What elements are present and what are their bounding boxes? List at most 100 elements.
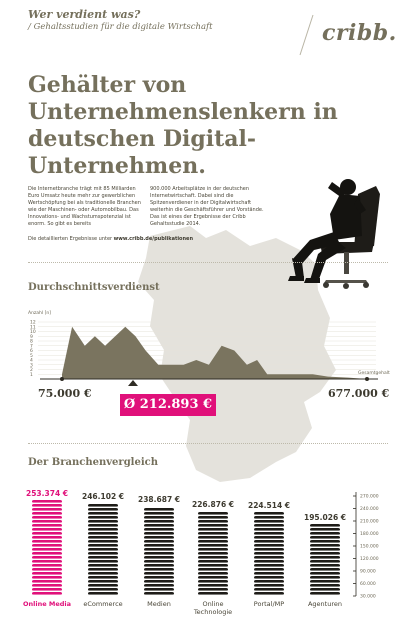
branch-coin-edge <box>144 594 174 596</box>
branch-coin-edge <box>88 518 118 520</box>
branch-coin <box>310 568 340 571</box>
branch-coin <box>254 564 284 567</box>
branch-coin <box>198 572 228 575</box>
branch-coin-edge <box>198 554 228 556</box>
branch-value-label: 224.514 € <box>248 500 290 510</box>
branch-coin-edge <box>198 566 228 568</box>
branch-coin <box>198 524 228 527</box>
intro-link-line: Die detaillierten Ergebnisse unter www.c… <box>28 236 248 243</box>
branch-coin <box>88 576 118 579</box>
branch-coin <box>32 548 62 551</box>
branch-coin-edge <box>88 522 118 524</box>
branch-coin <box>88 560 118 563</box>
branch-coin <box>198 580 228 583</box>
section-divider <box>28 262 388 263</box>
branch-coin <box>198 564 228 567</box>
branch-coin <box>88 536 118 539</box>
branch-coin-edge <box>254 590 284 592</box>
branch-coin-edge <box>32 538 62 540</box>
branch-coin-edge <box>310 550 340 552</box>
branch-coin <box>310 552 340 555</box>
branch-coin-stack <box>198 512 228 596</box>
salary-y-tick-label: 8 <box>30 339 33 345</box>
branch-coin <box>198 528 228 531</box>
branch-coin <box>88 592 118 595</box>
businessman-chair-illustration <box>288 179 380 289</box>
branch-coin-edge <box>32 582 62 584</box>
branch-coin-edge <box>88 506 118 508</box>
branch-coin-edge <box>254 514 284 516</box>
intro-text-right: 900.000 Arbeitsplätze in der deutschen I… <box>150 186 264 227</box>
branch-coin <box>198 536 228 539</box>
branch-coin-edge <box>32 526 62 528</box>
branch-coin <box>310 524 340 527</box>
branch-coin-edge <box>32 542 62 544</box>
branch-coin <box>144 540 174 543</box>
branch-category-label: eCommerce <box>83 600 123 608</box>
branch-coin <box>88 552 118 555</box>
branch-coin-edge <box>254 558 284 560</box>
publication-link[interactable]: www.cribb.de/publikationen <box>113 236 194 242</box>
branch-coin <box>144 588 174 591</box>
branch-coin-edge <box>198 574 228 576</box>
branch-coin <box>198 520 228 523</box>
branch-coin-edge <box>254 546 284 548</box>
branch-coin <box>32 552 62 555</box>
branch-coin <box>198 568 228 571</box>
branch-coin <box>198 576 228 579</box>
branch-coin-edge <box>32 562 62 564</box>
branch-coin <box>88 588 118 591</box>
branch-coin-edge <box>144 558 174 560</box>
branch-coin <box>144 560 174 563</box>
branch-y-tick-label: 210.000 <box>360 519 379 525</box>
branch-coin-edge <box>144 546 174 548</box>
branch-coin <box>32 524 62 527</box>
branch-coin <box>144 552 174 555</box>
branch-coin-edge <box>198 550 228 552</box>
branch-coin-edge <box>32 590 62 592</box>
branch-coin-edge <box>254 530 284 532</box>
branch-category-label: Agenturen <box>307 600 342 608</box>
branch-coin-edge <box>198 586 228 588</box>
branch-coin <box>254 536 284 539</box>
salary-y-tick-label: 1 <box>30 372 33 378</box>
branch-value-label: 195.026 € <box>304 513 346 523</box>
branch-coin <box>88 564 118 567</box>
branch-coin-edge <box>88 586 118 588</box>
branch-coin <box>254 576 284 579</box>
branch-coin-edge <box>310 570 340 572</box>
branch-coin <box>254 520 284 523</box>
branch-coin-edge <box>254 582 284 584</box>
branch-coin <box>88 548 118 551</box>
branch-coin <box>144 580 174 583</box>
branch-coin <box>310 588 340 591</box>
branch-coin-edge <box>144 526 174 528</box>
branch-coin <box>144 568 174 571</box>
branch-coin <box>198 516 228 519</box>
branch-coin-stack <box>32 500 62 596</box>
branch-coin-edge <box>254 554 284 556</box>
salary-y-tick-label: 6 <box>30 348 33 354</box>
branch-y-tick-label: 240.000 <box>360 506 379 512</box>
branch-coin-edge <box>32 586 62 588</box>
branch-coin-edge <box>88 582 118 584</box>
salary-area-series <box>62 326 367 379</box>
branch-coin <box>32 568 62 571</box>
branch-coin <box>32 540 62 543</box>
branch-y-tick-label: 150.000 <box>360 544 379 550</box>
branch-coin-edge <box>198 542 228 544</box>
branch-coin-edge <box>32 570 62 572</box>
branch-coin <box>88 524 118 527</box>
branch-coin <box>198 552 228 555</box>
branch-coin <box>144 544 174 547</box>
branch-coin <box>254 540 284 543</box>
intro-text-left: Die Internetbranche trägt mit 85 Milliar… <box>28 186 141 227</box>
branch-coin-edge <box>32 534 62 536</box>
branch-coin <box>32 520 62 523</box>
branch-coin-edge <box>144 550 174 552</box>
branch-coin <box>254 532 284 535</box>
branch-coin-edge <box>88 594 118 596</box>
branch-coin-edge <box>32 506 62 508</box>
branch-coin-edge <box>310 526 340 528</box>
branch-coin <box>198 540 228 543</box>
